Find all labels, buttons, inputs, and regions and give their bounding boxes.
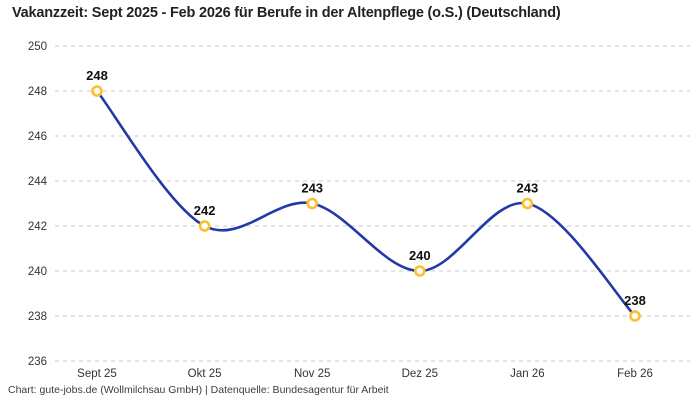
y-tick-label: 244 <box>28 176 48 188</box>
data-point-marker <box>629 310 641 322</box>
data-point-label: 242 <box>194 203 216 218</box>
chart-title: Vakanzzeit: Sept 2025 - Feb 2026 für Ber… <box>12 5 561 21</box>
data-point-marker <box>91 85 103 97</box>
x-tick-label: Dez 25 <box>402 368 438 380</box>
data-point-marker <box>413 265 426 277</box>
y-tick-label: 242 <box>28 221 47 233</box>
y-tick-label: 250 <box>28 41 47 53</box>
x-tick-label: Jan 26 <box>510 368 545 380</box>
y-tick-label: 236 <box>28 356 47 368</box>
data-point-label: 243 <box>517 181 539 196</box>
y-tick-label: 240 <box>28 266 47 278</box>
series-line <box>95 89 637 318</box>
data-point-marker <box>521 197 534 210</box>
y-tick-label: 248 <box>28 86 47 98</box>
data-point-label: 248 <box>86 68 108 83</box>
data-point-label: 238 <box>624 293 646 308</box>
data-point-marker <box>198 220 211 232</box>
y-tick-label: 246 <box>28 131 47 143</box>
x-tick-label: Sept 25 <box>77 368 117 380</box>
data-point-label: 243 <box>301 181 323 196</box>
x-tick-label: Feb 26 <box>617 368 653 380</box>
data-point-label: 240 <box>409 248 431 263</box>
x-tick-label: Nov 25 <box>294 368 330 380</box>
y-tick-label: 238 <box>28 311 47 323</box>
data-point-marker <box>306 197 319 210</box>
x-tick-label: Okt 25 <box>188 368 222 380</box>
chart-credit: Chart: gute-jobs.de (Wollmilchsau GmbH) … <box>8 384 389 396</box>
